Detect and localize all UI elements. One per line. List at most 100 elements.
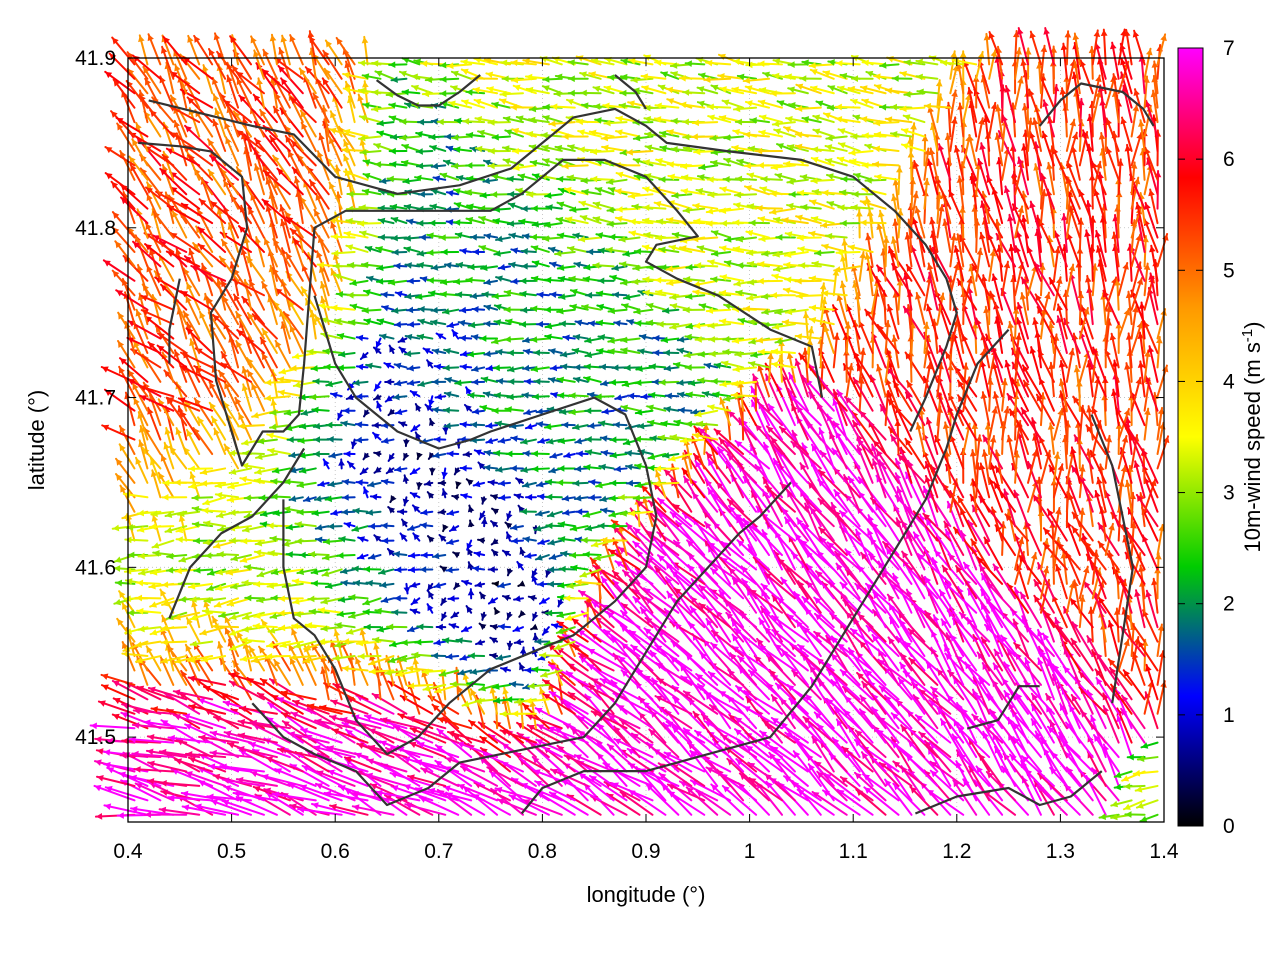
wind-arrow: [537, 538, 550, 546]
wind-arrow: [414, 403, 422, 412]
wind-arrow: [506, 568, 514, 577]
wind-arrow: [410, 424, 421, 433]
wind-arrow: [1070, 693, 1094, 730]
wind-arrow: [1032, 493, 1055, 528]
wind-arrow: [311, 406, 330, 414]
wind-arrow: [143, 811, 188, 818]
wind-arrow: [409, 581, 421, 589]
wind-arrow: [172, 689, 214, 701]
wind-arrow: [270, 493, 291, 501]
wind-arrow: [497, 479, 512, 487]
wind-arrow: [569, 288, 589, 297]
wind-arrow: [358, 114, 382, 124]
wind-arrow: [310, 580, 330, 587]
wind-arrow: [300, 727, 343, 744]
wind-arrow: [1003, 690, 1030, 730]
wind-arrow: [735, 684, 771, 715]
wind-arrow: [462, 450, 473, 458]
wind-arrow: [558, 320, 576, 328]
x-tick-label: 0.8: [528, 840, 557, 863]
wind-arrow: [486, 766, 524, 787]
wind-arrow: [707, 322, 732, 330]
wind-arrow: [442, 364, 460, 372]
wind-arrow: [545, 493, 563, 501]
wind-arrow: [598, 363, 615, 371]
wind-arrow: [694, 729, 732, 759]
wind-arrow: [147, 33, 162, 66]
wind-arrow: [372, 393, 382, 401]
wind-arrow: [464, 189, 486, 196]
wind-arrow: [559, 363, 576, 371]
wind-arrow: [731, 380, 758, 388]
wind-arrow: [480, 611, 488, 621]
wind-arrow: [471, 378, 486, 386]
wind-arrow: [357, 536, 369, 543]
wind-arrow: [535, 510, 550, 517]
wind-arrow: [992, 662, 1017, 701]
wind-arrow: [756, 277, 783, 285]
wind-arrow: [330, 699, 369, 715]
wind-arrow: [431, 552, 447, 560]
wind-arrow: [525, 713, 563, 730]
wind-arrow: [160, 719, 201, 744]
wind-arrow: [1100, 28, 1108, 66]
wind-arrow: [682, 306, 706, 314]
wind-arrow: [769, 291, 796, 299]
wind-arrow: [312, 436, 330, 443]
wind-arrow: [505, 531, 513, 542]
wind-arrow: [459, 247, 473, 255]
wind-arrow: [590, 539, 615, 548]
wind-arrow: [151, 539, 175, 549]
wind-arrow: [430, 319, 447, 326]
wind-arrow: [238, 749, 278, 773]
wind-arrow: [1001, 260, 1011, 297]
wind-arrow: [952, 779, 978, 816]
wind-arrow: [111, 679, 149, 701]
wind-arrow: [388, 344, 396, 354]
wind-arrow: [680, 675, 719, 701]
wind-arrow: [428, 467, 436, 476]
wind-arrow: [433, 436, 447, 443]
wind-arrow: [440, 611, 448, 622]
wind-arrow: [590, 710, 628, 730]
wind-arrow: [563, 754, 602, 773]
wind-arrow: [289, 656, 304, 686]
wind-arrow: [745, 229, 771, 239]
wind-arrow: [467, 504, 475, 513]
wind-arrow: [561, 162, 589, 170]
wind-arrow: [504, 406, 524, 413]
wind-arrow: [1078, 686, 1107, 715]
wind-arrow: [759, 730, 796, 759]
wind-arrow: [460, 493, 473, 500]
wind-arrow: [393, 594, 408, 602]
wind-arrow: [523, 408, 537, 416]
wind-arrow: [735, 235, 758, 243]
wind-arrow: [630, 732, 667, 759]
wind-arrow: [354, 656, 369, 686]
wind-arrow: [799, 203, 822, 211]
wind-arrow: [636, 422, 654, 430]
wind-arrow: [510, 537, 524, 545]
wind-arrow: [471, 306, 486, 313]
wind-arrow: [509, 523, 524, 531]
colorbar-label: 10m-wind speed (m s-1): [1239, 322, 1265, 553]
wind-arrow: [1001, 765, 1030, 802]
wind-arrow: [516, 560, 524, 571]
wind-arrow: [645, 302, 667, 311]
wind-arrow: [471, 565, 486, 573]
wind-arrow: [311, 509, 330, 517]
wind-arrow: [369, 783, 408, 802]
wind-arrow: [522, 536, 537, 543]
wind-arrow: [440, 248, 460, 256]
wind-arrow: [140, 294, 175, 311]
wind-arrow: [634, 379, 654, 387]
wind-arrow: [352, 507, 369, 515]
wind-arrow: [1145, 663, 1159, 701]
wind-arrow: [939, 718, 965, 759]
wind-arrow: [414, 638, 434, 646]
wind-arrow: [402, 177, 421, 185]
wind-arrow: [531, 666, 550, 673]
wind-arrow: [490, 538, 499, 546]
wind-arrow: [119, 150, 136, 181]
wind-arrow: [457, 669, 473, 676]
